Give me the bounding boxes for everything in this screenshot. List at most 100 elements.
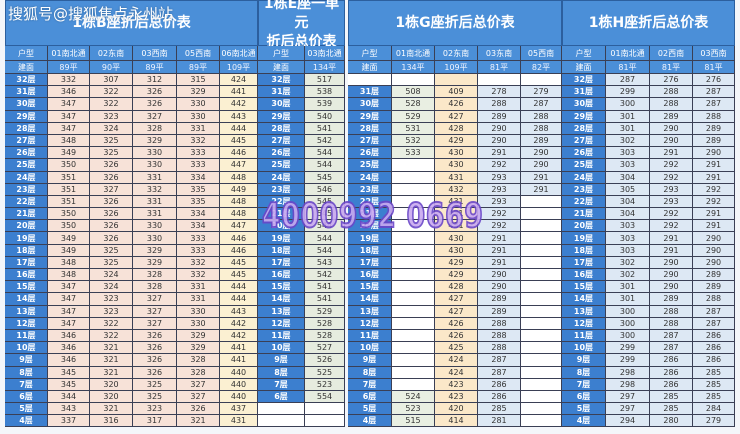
price-cell: 544 bbox=[305, 159, 345, 172]
unit-type-header: 01南北通 bbox=[392, 46, 435, 61]
price-cell: 443 bbox=[220, 305, 258, 318]
floor-label: 10层 bbox=[562, 342, 606, 355]
floor-label: 19层 bbox=[348, 232, 392, 245]
table-row: 19层 349 326 330 333 446 bbox=[5, 232, 258, 245]
price-cell bbox=[392, 269, 435, 282]
floor-label: 9层 bbox=[5, 354, 48, 367]
table-row bbox=[258, 415, 345, 428]
price-cell: 288 bbox=[693, 110, 735, 123]
price-cell: 290 bbox=[693, 244, 735, 257]
price-cell: 345 bbox=[48, 366, 90, 379]
price-cell: 543 bbox=[305, 256, 345, 269]
price-cell: 291 bbox=[650, 147, 693, 160]
price-cell: 347 bbox=[48, 317, 90, 330]
price-cell: 292 bbox=[478, 220, 521, 233]
table-row: 8层 345 321 326 328 440 bbox=[5, 366, 258, 379]
price-cell bbox=[521, 281, 562, 294]
price-cell: 302 bbox=[606, 256, 650, 269]
floor-label: 16层 bbox=[348, 269, 392, 282]
price-cell: 349 bbox=[48, 232, 90, 245]
price-cell: 423 bbox=[435, 378, 478, 391]
price-cell: 544 bbox=[305, 244, 345, 257]
table-row: 14层 301 289 288 bbox=[562, 293, 735, 306]
price-cell bbox=[392, 208, 435, 221]
price-cell: 347 bbox=[48, 305, 90, 318]
price-cell: 430 bbox=[435, 147, 478, 160]
price-cell: 290 bbox=[693, 256, 735, 269]
table-row: 10层 425 288 bbox=[348, 342, 562, 355]
table-row: 8层 298 286 285 bbox=[562, 366, 735, 379]
price-cell: 329 bbox=[177, 342, 220, 355]
table-row: 16层 348 324 328 332 445 bbox=[5, 269, 258, 282]
building-e-price-table: 1栋E座一单元 折后总价表 户型 03南北通 建面 134平 32层 517 31层 538 30… bbox=[258, 0, 345, 428]
price-cell: 323 bbox=[90, 110, 133, 123]
table-row: 23层 351 327 332 335 449 bbox=[5, 183, 258, 196]
price-cell: 527 bbox=[305, 342, 345, 355]
floor-label bbox=[348, 74, 392, 87]
floor-label: 15层 bbox=[258, 281, 305, 294]
price-cell bbox=[392, 232, 435, 245]
price-cell: 327 bbox=[90, 183, 133, 196]
table-row: 9层 526 bbox=[258, 354, 345, 367]
price-cell: 542 bbox=[305, 269, 345, 282]
floor-label: 13层 bbox=[348, 305, 392, 318]
price-cell bbox=[392, 74, 435, 87]
hdr-label: 户型 bbox=[348, 46, 392, 61]
price-cell: 326 bbox=[133, 342, 177, 355]
price-cell: 287 bbox=[606, 74, 650, 87]
header-row: 户型 03南北通 bbox=[258, 46, 345, 61]
price-cell: 545 bbox=[305, 171, 345, 184]
price-cell: 541 bbox=[305, 122, 345, 135]
price-cell: 279 bbox=[521, 86, 562, 99]
price-cell: 349 bbox=[48, 244, 90, 257]
price-cell bbox=[392, 329, 435, 343]
price-cell bbox=[521, 329, 562, 343]
price-cell: 443 bbox=[220, 110, 258, 123]
floor-label: 18层 bbox=[348, 244, 392, 257]
price-cell: 285 bbox=[693, 378, 735, 391]
price-cell: 294 bbox=[606, 415, 650, 428]
floor-area: 89平 bbox=[133, 61, 177, 74]
price-cell: 281 bbox=[478, 415, 521, 428]
price-cell: 333 bbox=[177, 159, 220, 172]
floor-label: 24层 bbox=[348, 171, 392, 184]
unit-type-header: 03西南 bbox=[693, 46, 735, 61]
price-cell bbox=[435, 74, 478, 87]
price-cell: 325 bbox=[133, 378, 177, 391]
price-cell bbox=[521, 220, 562, 233]
price-cell: 299 bbox=[606, 86, 650, 99]
price-cell: 321 bbox=[177, 415, 220, 428]
price-cell: 289 bbox=[693, 122, 735, 135]
price-cell: 440 bbox=[220, 378, 258, 391]
price-cell: 292 bbox=[693, 183, 735, 196]
floor-label: 11层 bbox=[5, 329, 48, 343]
price-cell: 301 bbox=[606, 110, 650, 123]
floor-label: 4层 bbox=[562, 415, 606, 428]
price-cell: 426 bbox=[435, 98, 478, 111]
price-cell: 442 bbox=[220, 98, 258, 111]
price-cell: 326 bbox=[90, 159, 133, 172]
table-row: 25层 430 292 290 bbox=[348, 159, 562, 172]
price-cell: 288 bbox=[650, 86, 693, 99]
table-row: 11层 426 288 bbox=[348, 329, 562, 343]
price-cell: 541 bbox=[305, 293, 345, 306]
price-cell: 278 bbox=[478, 86, 521, 99]
table-row: 12层 528 bbox=[258, 317, 345, 330]
price-cell: 447 bbox=[220, 159, 258, 172]
floor-label: 18层 bbox=[5, 244, 48, 257]
table-row: 24层 351 326 331 334 448 bbox=[5, 171, 258, 184]
price-cell: 323 bbox=[90, 305, 133, 318]
table-row: 28层 347 324 328 331 444 bbox=[5, 122, 258, 135]
price-cell: 525 bbox=[305, 366, 345, 379]
price-cell: 531 bbox=[392, 122, 435, 135]
price-cell: 539 bbox=[305, 98, 345, 111]
table-row: 15层 301 290 289 bbox=[562, 281, 735, 294]
price-cell: 335 bbox=[177, 195, 220, 209]
price-cell: 307 bbox=[90, 74, 133, 87]
price-cell: 330 bbox=[133, 147, 177, 160]
price-cell: 524 bbox=[392, 390, 435, 404]
price-cell: 528 bbox=[392, 98, 435, 111]
price-cell: 288 bbox=[650, 305, 693, 318]
floor-label: 8层 bbox=[258, 366, 305, 379]
price-cell: 287 bbox=[693, 305, 735, 318]
